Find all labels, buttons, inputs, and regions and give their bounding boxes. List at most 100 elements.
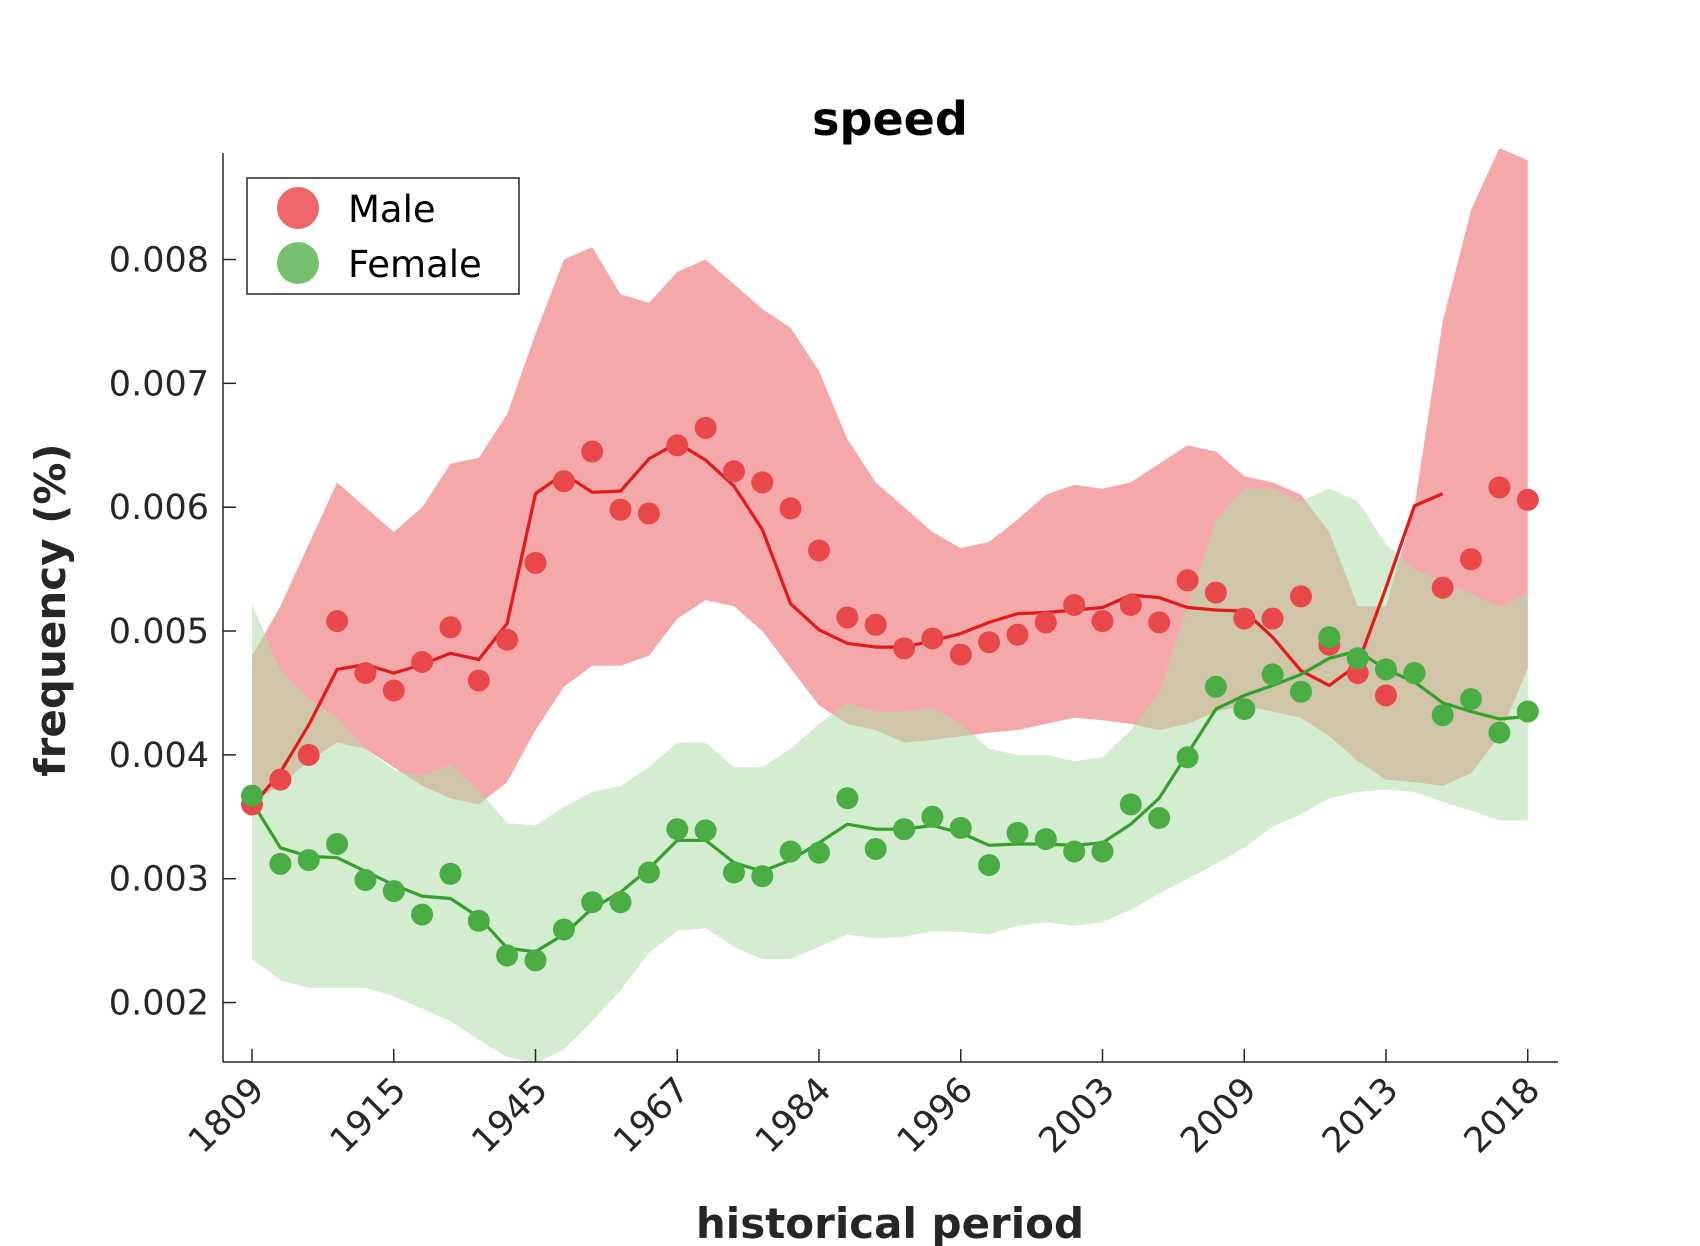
point-female bbox=[241, 784, 263, 807]
legend-marker-female bbox=[277, 242, 319, 284]
point-female bbox=[1006, 821, 1029, 844]
point-male bbox=[609, 498, 632, 521]
point-male bbox=[411, 651, 434, 673]
point-male bbox=[1290, 585, 1312, 608]
point-female bbox=[1204, 675, 1227, 698]
point-female bbox=[864, 838, 887, 860]
y-tick-label: 0.007 bbox=[109, 364, 209, 404]
point-female bbox=[382, 880, 405, 903]
point-female bbox=[751, 865, 774, 888]
point-female bbox=[1375, 658, 1397, 681]
point-male bbox=[297, 743, 320, 766]
point-female bbox=[1431, 704, 1454, 727]
point-female bbox=[949, 816, 972, 839]
point-female bbox=[581, 891, 604, 914]
point-female bbox=[723, 861, 745, 884]
y-tick-label: 0.002 bbox=[109, 984, 209, 1024]
point-female bbox=[1063, 840, 1086, 863]
point-male bbox=[751, 471, 774, 494]
point-male bbox=[723, 460, 745, 483]
point-male bbox=[666, 434, 689, 457]
point-female bbox=[1290, 680, 1312, 703]
point-female bbox=[496, 944, 519, 967]
point-male bbox=[524, 551, 547, 574]
point-female bbox=[1119, 793, 1142, 816]
point-male bbox=[694, 416, 717, 439]
point-female bbox=[297, 849, 320, 872]
point-male bbox=[949, 643, 972, 666]
point-male bbox=[439, 616, 462, 639]
point-male bbox=[921, 627, 944, 650]
y-tick-label: 0.008 bbox=[109, 241, 209, 281]
y-ticks: 0.002 0.003 0.004 0.005 0.006 0.007 0.008 bbox=[109, 241, 236, 1024]
point-male bbox=[1176, 569, 1199, 592]
point-male bbox=[1063, 594, 1086, 616]
point-female bbox=[552, 918, 575, 941]
point-female bbox=[808, 841, 830, 864]
point-male bbox=[1034, 611, 1057, 634]
point-female bbox=[524, 949, 547, 972]
point-female bbox=[439, 862, 462, 885]
y-tick-label: 0.003 bbox=[109, 860, 209, 900]
point-female bbox=[411, 903, 434, 926]
point-female bbox=[1034, 828, 1057, 851]
y-tick-label: 0.006 bbox=[109, 488, 209, 528]
point-female bbox=[1261, 663, 1284, 686]
point-female bbox=[1176, 746, 1199, 769]
point-male bbox=[1148, 611, 1171, 634]
point-female bbox=[354, 869, 377, 891]
data-points bbox=[241, 416, 1539, 972]
point-female bbox=[1091, 840, 1114, 863]
point-male bbox=[978, 631, 1001, 654]
point-female bbox=[1403, 662, 1426, 685]
point-male bbox=[637, 502, 660, 525]
point-male bbox=[1233, 607, 1256, 630]
point-male bbox=[1006, 623, 1029, 646]
point-female bbox=[978, 854, 1001, 877]
point-female bbox=[1318, 626, 1341, 649]
point-female bbox=[893, 818, 916, 841]
point-male bbox=[269, 768, 292, 791]
point-female bbox=[1346, 647, 1369, 670]
point-male bbox=[1091, 610, 1114, 633]
point-female bbox=[467, 909, 490, 932]
point-female bbox=[921, 805, 944, 828]
axes bbox=[222, 153, 1558, 1063]
point-male bbox=[467, 669, 490, 692]
point-female bbox=[637, 861, 660, 884]
point-female bbox=[1488, 721, 1511, 744]
point-male bbox=[1516, 488, 1539, 511]
legend-marker-male bbox=[277, 187, 319, 229]
point-male bbox=[1375, 684, 1397, 707]
point-male bbox=[1488, 476, 1511, 499]
y-axis-label: frequency (%) bbox=[26, 443, 75, 776]
point-female bbox=[269, 852, 292, 875]
point-male bbox=[496, 628, 519, 651]
point-female bbox=[326, 833, 349, 855]
point-male bbox=[581, 440, 604, 463]
point-male bbox=[836, 606, 859, 629]
point-male bbox=[779, 497, 802, 520]
point-male bbox=[1119, 594, 1142, 616]
point-male bbox=[382, 679, 405, 702]
point-male bbox=[1261, 607, 1284, 630]
band-female bbox=[252, 488, 1528, 1062]
y-tick-label: 0.004 bbox=[109, 736, 209, 776]
point-female bbox=[1460, 688, 1482, 711]
point-female bbox=[1516, 700, 1539, 723]
y-tick-label: 0.005 bbox=[109, 612, 209, 652]
legend: Male Female bbox=[246, 177, 520, 295]
confidence-bands bbox=[252, 149, 1528, 1062]
point-female bbox=[779, 840, 802, 863]
point-male bbox=[552, 470, 575, 493]
point-female bbox=[609, 891, 632, 914]
point-male bbox=[808, 539, 830, 562]
point-female bbox=[694, 819, 717, 842]
point-male bbox=[893, 637, 916, 660]
chart-title: speed bbox=[812, 92, 968, 146]
point-female bbox=[1233, 698, 1256, 721]
legend-label-female: Female bbox=[348, 243, 482, 286]
point-male bbox=[1204, 581, 1227, 604]
line-female bbox=[250, 649, 1528, 954]
